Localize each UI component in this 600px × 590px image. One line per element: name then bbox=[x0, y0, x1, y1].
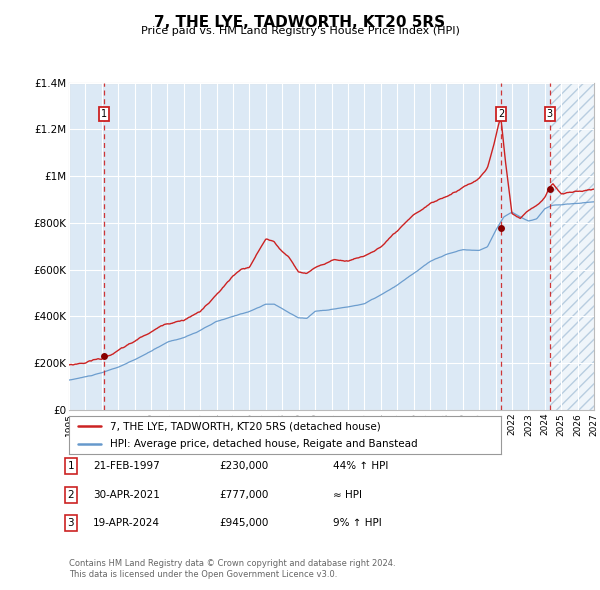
Text: £945,000: £945,000 bbox=[219, 518, 268, 528]
Text: 7, THE LYE, TADWORTH, KT20 5RS (detached house): 7, THE LYE, TADWORTH, KT20 5RS (detached… bbox=[110, 421, 381, 431]
Text: £777,000: £777,000 bbox=[219, 490, 268, 500]
Text: Contains HM Land Registry data © Crown copyright and database right 2024.: Contains HM Land Registry data © Crown c… bbox=[69, 559, 395, 568]
Text: 2: 2 bbox=[67, 490, 74, 500]
Text: 3: 3 bbox=[67, 518, 74, 528]
Text: £230,000: £230,000 bbox=[219, 461, 268, 471]
Bar bbox=[550, 83, 594, 410]
Text: ≈ HPI: ≈ HPI bbox=[333, 490, 362, 500]
Text: HPI: Average price, detached house, Reigate and Banstead: HPI: Average price, detached house, Reig… bbox=[110, 439, 418, 449]
Text: 1: 1 bbox=[67, 461, 74, 471]
Text: 19-APR-2024: 19-APR-2024 bbox=[93, 518, 160, 528]
Text: Price paid vs. HM Land Registry's House Price Index (HPI): Price paid vs. HM Land Registry's House … bbox=[140, 26, 460, 36]
Text: This data is licensed under the Open Government Licence v3.0.: This data is licensed under the Open Gov… bbox=[69, 571, 337, 579]
Bar bbox=[550, 83, 594, 410]
Text: 30-APR-2021: 30-APR-2021 bbox=[93, 490, 160, 500]
Text: 7, THE LYE, TADWORTH, KT20 5RS: 7, THE LYE, TADWORTH, KT20 5RS bbox=[154, 15, 446, 30]
Text: 21-FEB-1997: 21-FEB-1997 bbox=[93, 461, 160, 471]
Text: 3: 3 bbox=[547, 109, 553, 119]
Text: 1: 1 bbox=[101, 109, 107, 119]
Text: 9% ↑ HPI: 9% ↑ HPI bbox=[333, 518, 382, 528]
Text: 44% ↑ HPI: 44% ↑ HPI bbox=[333, 461, 388, 471]
Text: 2: 2 bbox=[498, 109, 504, 119]
